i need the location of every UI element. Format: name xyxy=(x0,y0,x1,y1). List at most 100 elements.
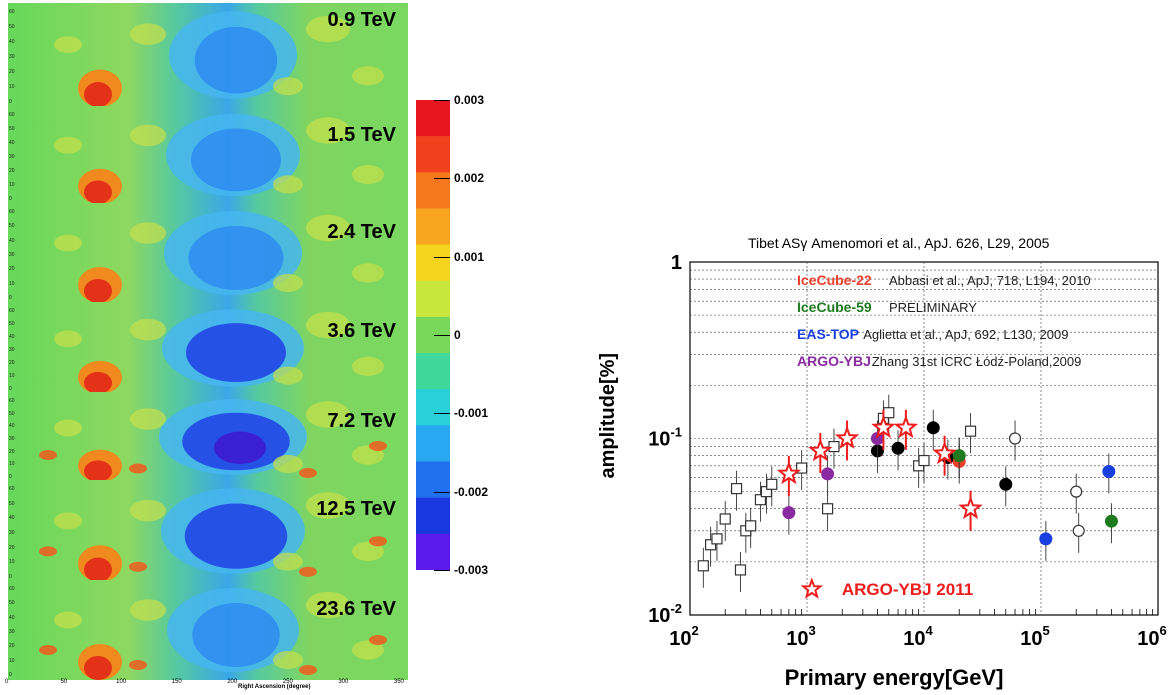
map-y-tick-label: 50 xyxy=(9,600,15,607)
sky-map-image xyxy=(8,580,408,680)
sky-map-panel: 60 50 40 30 20 10 0 7.2 TeV xyxy=(8,392,408,482)
excess-core xyxy=(84,180,112,204)
colorbar-tick xyxy=(434,256,450,258)
warm-patch xyxy=(54,330,82,348)
energy-label: 12.5 TeV xyxy=(316,498,396,520)
map-y-tick-label: 30 xyxy=(9,54,15,60)
energy-label: 3.6 TeV xyxy=(327,320,396,342)
map-y-tick-label: 60 xyxy=(9,112,15,118)
deficit-core xyxy=(191,128,281,192)
excess-core xyxy=(84,656,112,680)
map-y-tick-label: 30 xyxy=(9,154,15,160)
deficit-core xyxy=(186,323,286,383)
warm-patch xyxy=(352,541,384,561)
x-tick-exponent: 4 xyxy=(926,623,934,638)
legend-reference: Zhang 31st ICRC Łódź-Poland,2009 xyxy=(872,354,1082,369)
colorbar-swatch xyxy=(416,208,450,246)
warm-patch xyxy=(54,234,82,252)
x-tick-label: 105 xyxy=(1020,623,1049,650)
excess-core xyxy=(84,371,112,394)
map-y-tick-label: 40 xyxy=(9,140,15,146)
warm-patch xyxy=(352,66,384,86)
map-y-tick-label: 50 xyxy=(9,126,15,132)
data-point-circle xyxy=(1039,532,1053,546)
colorbar-swatch xyxy=(416,389,450,426)
data-point-circle xyxy=(1104,514,1118,528)
map-y-tick-label: 40 xyxy=(9,614,15,621)
data-point-square xyxy=(796,462,808,474)
map-y-tick-label: 40 xyxy=(9,237,15,244)
noise-excess xyxy=(369,441,387,451)
map-y-tick-label: 10 xyxy=(9,657,15,664)
map-y-tick-label: 20 xyxy=(9,643,15,650)
data-point-circle xyxy=(870,432,884,445)
amplitude-vs-energy-plot: Tibet ASγ Amenomori et al., ApJ. 626, L2… xyxy=(597,235,1167,690)
data-point-circle xyxy=(952,449,966,463)
map-y-tick-label: 30 xyxy=(9,530,15,536)
data-point-star xyxy=(893,414,919,439)
warm-patch xyxy=(54,36,82,53)
map-y-tick-label: 60 xyxy=(9,209,15,215)
excess-core xyxy=(84,279,112,303)
legend-reference: PRELIMINARY xyxy=(889,300,977,315)
map-y-tick-label: 50 xyxy=(9,410,15,417)
warm-patch xyxy=(352,165,384,185)
map-y-tick-label: 30 xyxy=(9,347,15,353)
deficit-core xyxy=(194,26,278,94)
noise-excess xyxy=(369,635,387,645)
map-y-tick-label: 20 xyxy=(9,360,15,366)
colorbar-tick xyxy=(434,491,450,493)
x-axis-title: Primary energy[GeV] xyxy=(785,665,1004,690)
map-y-tick-label: 0 xyxy=(9,672,12,678)
data-point-circle xyxy=(782,506,796,520)
noise-excess xyxy=(299,566,317,577)
sky-map-image xyxy=(8,480,408,582)
x-tick-exponent: 2 xyxy=(692,623,699,638)
data-point-open-circle xyxy=(1008,432,1022,445)
colorbar-tick xyxy=(434,335,450,336)
legend-name: IceCube-59 xyxy=(797,299,872,315)
map-y-tick-label: 0 xyxy=(9,386,12,392)
map-x-tick-label: 100 xyxy=(116,679,127,685)
map-y-tick-label: 50 xyxy=(9,24,15,30)
warm-patch xyxy=(54,611,82,629)
data-point-square xyxy=(766,478,778,490)
data-point-star xyxy=(958,495,983,520)
excess-core xyxy=(84,82,112,107)
data-point-open-circle xyxy=(1072,524,1085,537)
warm-patch xyxy=(306,311,350,339)
deficit-core xyxy=(184,503,288,569)
map-y-tick-label: 10 xyxy=(9,84,15,90)
energy-label: 0.9 TeV xyxy=(327,9,396,31)
data-point-circle xyxy=(1102,465,1116,479)
energy-label: 1.5 TeV xyxy=(327,124,396,146)
warm-patch xyxy=(306,401,350,428)
data-point-open-circle xyxy=(1070,485,1083,498)
colorbar-swatch xyxy=(416,425,450,463)
noise-excess xyxy=(39,450,57,460)
legend-reference: Aglietta et al., ApJ, 692, L130, 2009 xyxy=(863,327,1068,342)
colorbar-tick xyxy=(434,100,450,101)
x-tick-label: 103 xyxy=(786,623,815,650)
map-x-tick-label: 0 xyxy=(5,679,9,685)
warm-patch xyxy=(273,77,303,96)
sky-map-panel: 60 50 40 30 20 10 0 1.5 TeV xyxy=(8,106,408,204)
y-tick-label: 1 xyxy=(671,252,682,274)
map-x-tick-label: 200 xyxy=(227,679,238,685)
map-y-tick-label: 20 xyxy=(9,168,15,174)
warm-patch xyxy=(273,175,303,194)
colorbar-tick xyxy=(434,178,450,180)
data-point-star xyxy=(932,440,957,465)
data-point-square xyxy=(918,454,930,467)
data-point-square xyxy=(730,483,743,495)
warm-patch xyxy=(130,318,166,341)
y-tick-exponent: -2 xyxy=(670,601,682,616)
sky-map-panel: 60 50 40 30 20 10 0 2.4 TeV xyxy=(8,203,408,303)
colorbar-tick xyxy=(434,413,450,415)
x-tick-label: 106 xyxy=(1137,623,1166,650)
warm-patch xyxy=(306,117,350,144)
noise-excess xyxy=(299,665,317,675)
colorbar-swatch xyxy=(416,353,450,390)
colorbar-tick xyxy=(434,570,450,571)
map-y-tick-label: 20 xyxy=(9,69,15,75)
